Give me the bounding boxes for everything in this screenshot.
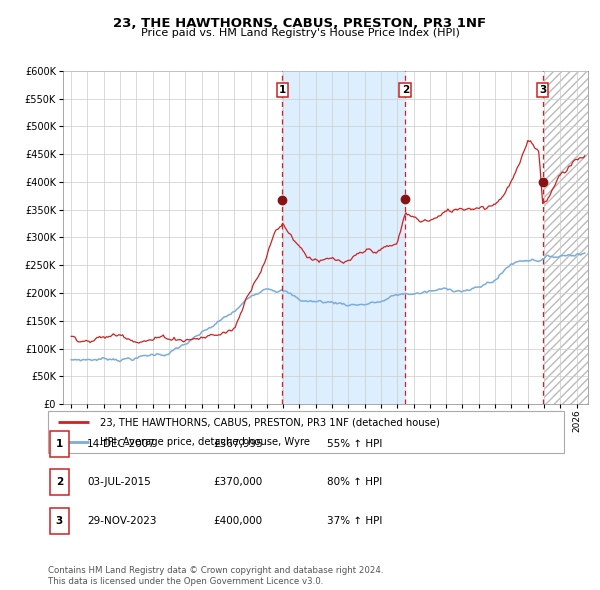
Text: 1: 1 xyxy=(279,85,286,95)
FancyBboxPatch shape xyxy=(48,411,564,453)
Text: 23, THE HAWTHORNS, CABUS, PRESTON, PR3 1NF: 23, THE HAWTHORNS, CABUS, PRESTON, PR3 1… xyxy=(113,17,487,30)
Text: HPI: Average price, detached house, Wyre: HPI: Average price, detached house, Wyre xyxy=(100,437,310,447)
Text: 37% ↑ HPI: 37% ↑ HPI xyxy=(327,516,382,526)
Text: Contains HM Land Registry data © Crown copyright and database right 2024.: Contains HM Land Registry data © Crown c… xyxy=(48,566,383,575)
Text: £370,000: £370,000 xyxy=(213,477,262,487)
Text: 03-JUL-2015: 03-JUL-2015 xyxy=(87,477,151,487)
Text: 1: 1 xyxy=(56,439,63,449)
Text: 23, THE HAWTHORNS, CABUS, PRESTON, PR3 1NF (detached house): 23, THE HAWTHORNS, CABUS, PRESTON, PR3 1… xyxy=(100,417,439,427)
Text: 2: 2 xyxy=(402,85,409,95)
Text: 14-DEC-2007: 14-DEC-2007 xyxy=(87,439,156,449)
Text: This data is licensed under the Open Government Licence v3.0.: This data is licensed under the Open Gov… xyxy=(48,577,323,586)
Text: 80% ↑ HPI: 80% ↑ HPI xyxy=(327,477,382,487)
Text: 2: 2 xyxy=(56,477,63,487)
FancyBboxPatch shape xyxy=(50,507,68,533)
Text: 29-NOV-2023: 29-NOV-2023 xyxy=(87,516,157,526)
Text: 3: 3 xyxy=(539,85,546,95)
FancyBboxPatch shape xyxy=(50,470,68,496)
Text: 3: 3 xyxy=(56,516,63,526)
Bar xyxy=(283,71,406,404)
Text: £367,995: £367,995 xyxy=(213,439,263,449)
Text: Price paid vs. HM Land Registry's House Price Index (HPI): Price paid vs. HM Land Registry's House … xyxy=(140,28,460,38)
Text: 55% ↑ HPI: 55% ↑ HPI xyxy=(327,439,382,449)
Text: £400,000: £400,000 xyxy=(213,516,262,526)
FancyBboxPatch shape xyxy=(50,431,68,457)
